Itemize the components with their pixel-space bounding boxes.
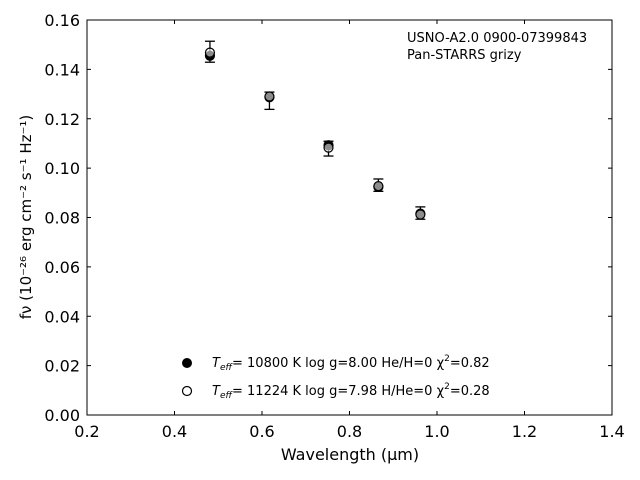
y-axis-label: fν (10⁻²⁶ erg cm⁻² s⁻¹ Hz⁻¹): [17, 115, 35, 320]
data-points: [204, 47, 426, 220]
legend-label-open: Teff= 11224 K log g=7.98 H/He=0 χ2=0.28: [212, 382, 490, 401]
x-tick-label: 1.2: [512, 422, 537, 441]
legend-chi-value: =0.28: [450, 384, 490, 399]
legend-teff-symbol: T: [212, 356, 221, 371]
legend: Teff= 10800 K log g=8.00 He/H=0 χ2=0.82 …: [181, 354, 490, 401]
annotation-line-1: USNO-A2.0 0900-07399843: [407, 31, 587, 46]
legend-text: = 10800 K log g=8.00 He/H=0 χ: [232, 356, 445, 371]
y-tick-label: 0.12: [44, 110, 80, 129]
y-tick-label: 0.10: [44, 159, 80, 178]
y-tick-label: 0.02: [44, 357, 80, 376]
legend-chi-superscript: 2: [444, 354, 450, 364]
y-tick-label: 0.14: [44, 60, 80, 79]
model-point-open: [204, 47, 216, 58]
y-tick-label: 0.04: [44, 307, 80, 326]
x-tick-label: 0.8: [337, 422, 362, 441]
x-axis-label: Wavelength (μm): [281, 445, 419, 464]
legend-chi-value: =0.82: [450, 356, 490, 371]
axis-ticks: 0.2 0.4 0.6 0.8 1.0 1.2 1.4 0.00 0.02 0.04 0.06 0.0…: [44, 11, 624, 441]
legend-chi-superscript: 2: [444, 382, 450, 392]
y-tick-label: 0.06: [44, 258, 80, 277]
model-point-open: [323, 142, 334, 153]
x-tick-label: 0.4: [162, 422, 187, 441]
legend-text: = 11224 K log g=7.98 H/He=0 χ: [232, 384, 445, 399]
legend-teff-symbol: T: [212, 384, 221, 399]
legend-marker-filled: [182, 358, 192, 368]
legend-teff-subscript: eff: [220, 391, 234, 401]
legend-label-filled: Teff= 10800 K log g=8.00 He/H=0 χ2=0.82: [212, 354, 490, 373]
y-tick-label: 0.16: [44, 11, 80, 30]
x-tick-label: 1.4: [599, 422, 624, 441]
annotation-line-2: Pan-STARRS grizy: [407, 48, 522, 63]
legend-teff-subscript: eff: [220, 363, 234, 373]
y-tick-label: 0.00: [44, 406, 80, 425]
model-point-open: [373, 181, 384, 192]
x-tick-label: 1.0: [424, 422, 449, 441]
x-tick-label: 0.6: [249, 422, 274, 441]
x-tick-label: 0.2: [74, 422, 99, 441]
legend-marker-open: [181, 385, 193, 397]
plot-area: [86, 19, 613, 416]
model-point-open: [415, 209, 426, 220]
model-point-open: [264, 91, 275, 102]
y-tick-label: 0.08: [44, 209, 80, 228]
